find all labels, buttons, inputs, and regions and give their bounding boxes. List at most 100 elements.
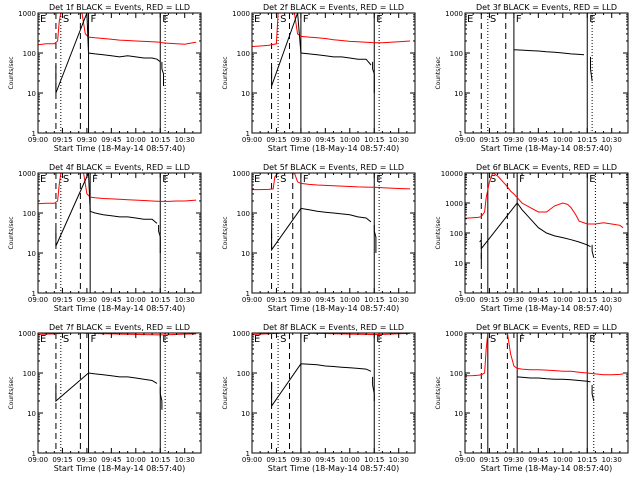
x-tick-label: 09:15 — [266, 296, 286, 304]
chart-panel: Det 9f BLACK = Events, RED = LLD S F E 09:00… — [435, 323, 629, 473]
x-tick-label: 09:00 — [242, 296, 262, 304]
marker-label: F — [516, 14, 522, 25]
marker-label: S — [490, 14, 496, 25]
x-tick-label: 10:00 — [553, 136, 573, 144]
y-axis-label: Counts/sec — [8, 56, 15, 89]
x-tick-label: 09:30 — [504, 456, 524, 464]
event-rate-line — [372, 376, 375, 401]
chart-panel: Det 3f BLACK = Events, RED = LLDESFE09:0… — [435, 3, 629, 153]
y-tick-label: 1000 — [18, 10, 36, 18]
event-rate-line — [479, 202, 591, 263]
chart-title: Det 6f BLACK = Events, RED = LLD — [476, 163, 617, 172]
marker-label: S — [490, 334, 496, 345]
y-tick-label: 100 — [237, 370, 250, 378]
chart-panel: Det 4f BLACK = Events, RED = LLDESFE09:0… — [8, 163, 202, 313]
marker-label: F — [303, 334, 309, 345]
x-tick-label: 09:30 — [504, 136, 524, 144]
marker-label: S — [63, 334, 69, 345]
chart-panel: Det 7f BLACK = Events, RED = LLDESFE09:0… — [8, 323, 202, 473]
x-tick-label: 09:15 — [479, 296, 499, 304]
marker-label: E — [589, 334, 595, 345]
event-rate-line — [517, 376, 591, 383]
marker-label: E — [254, 14, 260, 25]
x-tick-label: 10:15 — [150, 136, 170, 144]
x-tick-label: 09:45 — [315, 136, 335, 144]
x-tick-label: 10:00 — [553, 456, 573, 464]
x-tick-label: 10:00 — [126, 296, 146, 304]
y-tick-label: 10 — [454, 260, 463, 268]
x-tick-label: 10:00 — [553, 296, 573, 304]
y-tick-label: 1 — [459, 130, 463, 138]
y-tick-label: 1 — [246, 290, 250, 298]
y-tick-label: 1000 — [232, 330, 250, 338]
y-axis-label: Counts/sec — [222, 216, 229, 249]
marker-label: E — [254, 334, 260, 345]
lld-rate-line — [465, 173, 624, 229]
event-rate-line — [591, 244, 595, 258]
x-tick-label: 09:30 — [77, 456, 97, 464]
x-tick-label: 09:45 — [101, 456, 121, 464]
marker-label: F — [92, 174, 98, 185]
y-axis-label: Counts/sec — [435, 216, 442, 249]
chart-title: Det 8f BLACK = Events, RED = LLD — [263, 323, 404, 332]
y-tick-label: 100 — [237, 50, 250, 58]
lld-rate-line — [465, 333, 624, 377]
y-tick-label: 10 — [27, 250, 36, 258]
y-tick-label: 1 — [32, 450, 36, 458]
x-tick-label: 09:30 — [77, 296, 97, 304]
y-tick-label: 100 — [450, 50, 463, 58]
x-tick-label: 10:30 — [389, 296, 409, 304]
x-tick-label: 09:30 — [504, 296, 524, 304]
x-tick-label: 09:30 — [77, 136, 97, 144]
x-tick-label: 10:30 — [389, 456, 409, 464]
lld-rate-line — [252, 173, 411, 191]
y-tick-label: 100 — [23, 210, 36, 218]
x-tick-label: 09:15 — [52, 456, 72, 464]
chart-panel: Det 1f BLACK = Events, RED = LLDESFE09:0… — [8, 3, 202, 153]
event-rate-line — [55, 173, 158, 247]
marker-label: F — [303, 174, 309, 185]
chart-title: Det 4f BLACK = Events, RED = LLD — [49, 163, 190, 172]
y-tick-label: 1000 — [232, 10, 250, 18]
marker-label: F — [91, 334, 97, 345]
y-tick-label: 1 — [459, 450, 463, 458]
chart-title: Det 1f BLACK = Events, RED = LLD — [49, 3, 190, 12]
lld-rate-line — [38, 173, 197, 205]
chart-title: Det 5f BLACK = Events, RED = LLD — [263, 163, 404, 172]
x-tick-label: 09:00 — [242, 456, 262, 464]
y-tick-label: 1000 — [18, 330, 36, 338]
y-tick-label: 10 — [241, 410, 250, 418]
y-tick-label: 10 — [27, 90, 36, 98]
x-tick-label: 10:15 — [577, 136, 597, 144]
chart-panel: Det 8f BLACK = Events, RED = LLDESFE09:0… — [222, 323, 416, 473]
x-axis-label: Start Time (18-May-14 08:57:40) — [54, 144, 185, 153]
x-tick-label: 10:30 — [175, 136, 195, 144]
y-tick-label: 1000 — [18, 170, 36, 178]
marker-label: F — [519, 334, 525, 345]
x-tick-label: 09:45 — [528, 456, 548, 464]
marker-label: S — [63, 14, 69, 25]
x-tick-label: 09:00 — [455, 136, 475, 144]
lld-rate-line — [38, 13, 197, 46]
chart-title: Det 9f BLACK = Events, RED = LLD — [476, 323, 617, 332]
y-axis-label: Counts/sec — [8, 216, 15, 249]
x-tick-label: 10:15 — [577, 296, 597, 304]
x-tick-label: 10:15 — [364, 456, 384, 464]
x-axis-label: Start Time (18-May-14 08:57:40) — [268, 304, 399, 313]
y-axis-label: Counts/sec — [222, 376, 229, 409]
marker-label: S — [280, 174, 286, 185]
x-tick-label: 09:15 — [266, 456, 286, 464]
marker-label: E — [40, 174, 46, 185]
x-axis-label: Start Time (18-May-14 08:57:40) — [481, 144, 612, 153]
marker-label: E — [467, 14, 473, 25]
x-tick-label: 09:15 — [479, 456, 499, 464]
y-axis-label: Counts/sec — [435, 376, 442, 409]
marker-label: E — [40, 14, 46, 25]
x-tick-label: 09:30 — [291, 136, 311, 144]
y-tick-label: 10000 — [441, 170, 463, 178]
x-tick-label: 09:15 — [266, 136, 286, 144]
x-tick-label: 10:00 — [340, 296, 360, 304]
y-axis-label: Counts/sec — [8, 376, 15, 409]
y-tick-label: 100 — [450, 370, 463, 378]
x-tick-label: 09:45 — [101, 136, 121, 144]
